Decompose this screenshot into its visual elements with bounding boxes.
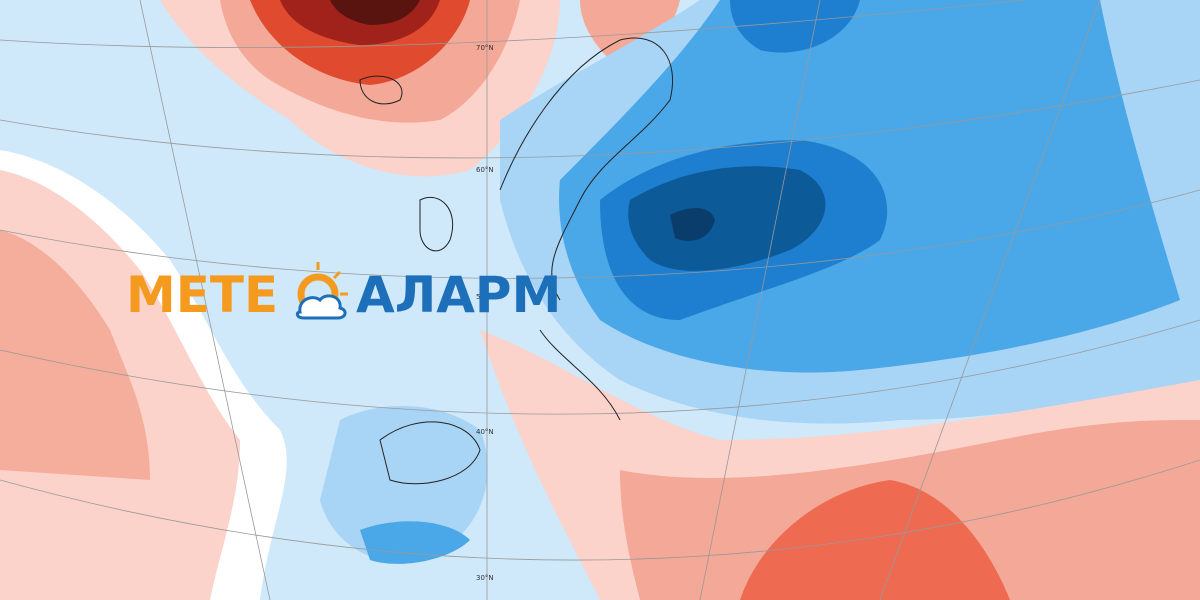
cold-area: [360, 521, 470, 564]
latitude-label: 40°N: [476, 428, 494, 436]
coastlines: [359, 37, 674, 485]
warm-core: [740, 480, 1010, 600]
latitude-label: 50°N: [476, 293, 494, 301]
logo-right: АЛАРМ: [356, 266, 561, 324]
latitude-label: 70°N: [476, 44, 494, 52]
logo-icon: [295, 262, 348, 320]
warm-core: [330, 0, 420, 25]
warm-area: [580, 0, 680, 62]
cold-core: [628, 166, 826, 271]
warm-area: [0, 230, 150, 480]
cold-core: [730, 0, 860, 53]
latitude-label: 60°N: [476, 166, 494, 174]
cold-area: [320, 406, 488, 562]
cold-core: [670, 208, 715, 241]
latitude-label: 30°N: [476, 574, 494, 582]
logo-left: МЕТЕ: [126, 266, 278, 324]
